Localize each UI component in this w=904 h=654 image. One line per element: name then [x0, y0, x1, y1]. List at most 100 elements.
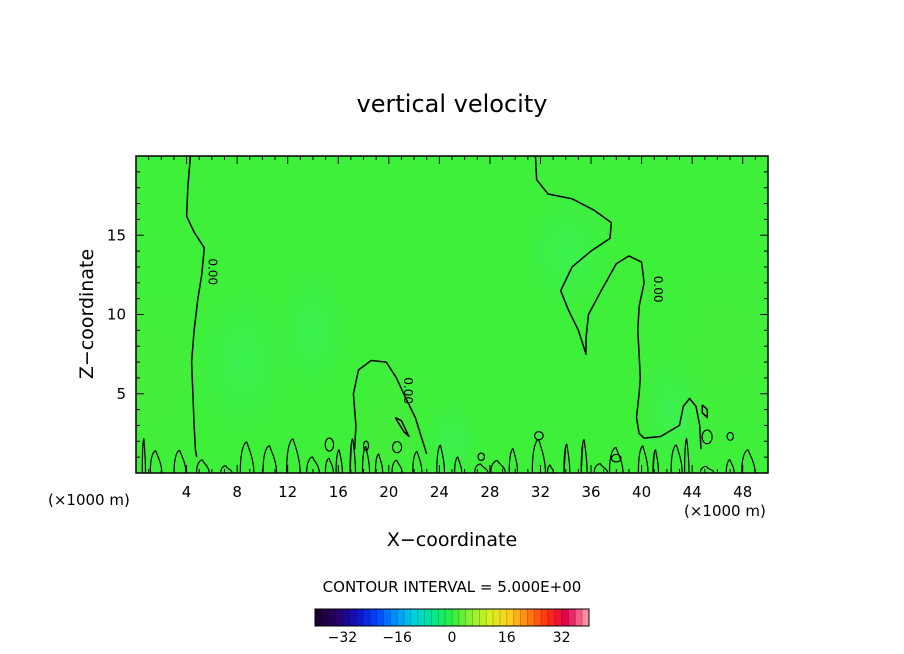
colorbar-swatch — [575, 609, 583, 626]
surface-contour-cell — [477, 452, 486, 461]
colorbar-swatch — [527, 609, 535, 626]
colorbar: −32 −16 0 16 32 — [314, 608, 590, 646]
colorbar-swatch — [438, 609, 446, 626]
plot-area: 0.00 0.00 0.00 — [136, 156, 768, 473]
x-tick-label: 36 — [581, 483, 600, 501]
x-axis: 4 8 12 16 20 24 28 32 36 40 44 48 — [148, 156, 756, 501]
colorbar-tick-label: 16 — [498, 630, 516, 646]
x-tick-label: 20 — [379, 483, 398, 501]
colorbar-tick-label: 0 — [448, 630, 457, 646]
colorbar-frame — [314, 608, 590, 627]
surface-contour — [239, 441, 255, 473]
surface-contour-cell — [362, 440, 370, 451]
surface-contour — [335, 449, 343, 473]
surface-contour — [391, 459, 403, 473]
surface-contour — [141, 437, 147, 473]
colorbar-swatch — [342, 609, 350, 626]
surface-contour-cell — [324, 437, 335, 452]
contour-label: 0.00 — [651, 276, 665, 303]
y-axis-label: Z−coordinate — [76, 249, 98, 379]
contour-label: 0.00 — [206, 258, 220, 285]
surface-contour — [306, 456, 320, 473]
y-axis: 5 10 15 — [107, 171, 768, 458]
contour-label: 0.00 — [401, 377, 415, 404]
surface-contour — [593, 463, 609, 473]
x-unit-left: (×1000 m) — [48, 491, 130, 509]
surface-contour — [699, 465, 715, 473]
surface-contour-cell — [391, 440, 403, 454]
colorbar-swatch — [561, 609, 569, 626]
colorbar-swatch — [315, 609, 323, 626]
surface-contour — [286, 438, 301, 473]
colorbar-swatch — [493, 609, 501, 626]
surface-contour — [508, 448, 519, 473]
x-tick-label: 40 — [632, 483, 651, 501]
colorbar-tick-label: 32 — [553, 630, 571, 646]
surface-contour — [436, 444, 446, 473]
surface-contour — [741, 449, 756, 473]
colorbar-swatch — [582, 609, 590, 626]
colorbar-swatch — [383, 609, 391, 626]
colorbar-swatch — [472, 609, 480, 626]
surface-contour — [474, 463, 489, 473]
x-axis-label: X−coordinate — [387, 529, 517, 551]
colorbar-swatch — [547, 609, 556, 626]
colorbar-swatch — [465, 609, 474, 626]
surface-contour — [652, 449, 660, 473]
surface-contour — [412, 451, 423, 473]
x-unit-right: (×1000 m) — [684, 502, 766, 520]
contour-line-left-plume — [185, 156, 206, 458]
colorbar-swatch — [431, 609, 439, 626]
surface-contour — [725, 459, 735, 473]
x-tick-label: 28 — [480, 483, 499, 501]
colorbar-swatch — [328, 609, 337, 626]
colorbar-swatch — [568, 609, 576, 626]
surface-contour — [684, 437, 690, 473]
surface-contour — [670, 444, 683, 473]
surface-contour — [361, 446, 371, 473]
colorbar-swatch — [541, 609, 549, 626]
field-shading-patch — [520, 191, 611, 312]
contour-line-center-plume — [352, 359, 428, 455]
surface-contour — [262, 445, 278, 473]
zero-contours — [141, 156, 756, 473]
colorbar-swatch — [369, 609, 378, 626]
surface-contour-cell — [533, 431, 544, 441]
surface-contour-cell — [610, 453, 622, 463]
surface-contour — [324, 457, 334, 473]
surface-contour — [454, 456, 463, 473]
colorbar-swatch — [513, 609, 521, 626]
colorbar-swatch — [479, 609, 487, 626]
x-tick-label: 48 — [733, 483, 752, 501]
surface-contour — [374, 453, 384, 473]
field-shading-patch — [272, 260, 353, 401]
x-tick-label: 24 — [430, 483, 449, 501]
surface-contour — [349, 438, 357, 473]
y-tick-label: 15 — [107, 226, 126, 244]
colorbar-swatch — [417, 609, 426, 626]
colorbar-swatch — [362, 609, 371, 626]
surface-contour-cell — [701, 429, 713, 445]
y-tick-label: 10 — [107, 306, 126, 324]
colorbar-swatch — [404, 609, 412, 626]
field-shading-patch — [136, 267, 210, 473]
field-shading-patch — [422, 396, 482, 473]
field-shading — [136, 191, 768, 473]
contour-line-upper-right-plume — [534, 156, 702, 450]
contour-labels: 0.00 0.00 0.00 — [206, 258, 666, 404]
colorbar-swatch — [534, 609, 542, 626]
colorbar-tick-label: −16 — [382, 630, 412, 646]
x-tick-label: 44 — [683, 483, 702, 501]
chart-title: vertical velocity — [357, 90, 548, 118]
colorbar-swatch — [410, 609, 419, 626]
field-shading-patch — [663, 246, 768, 447]
surface-contour — [490, 460, 506, 473]
x-tick-label: 16 — [329, 483, 348, 501]
colorbar-swatch — [445, 609, 453, 626]
field-shading-patch — [193, 282, 294, 443]
surface-contour — [637, 445, 649, 473]
colorbar-swatch — [506, 609, 515, 626]
colorbar-swatch — [499, 609, 508, 626]
colorbar-swatch — [335, 609, 343, 626]
